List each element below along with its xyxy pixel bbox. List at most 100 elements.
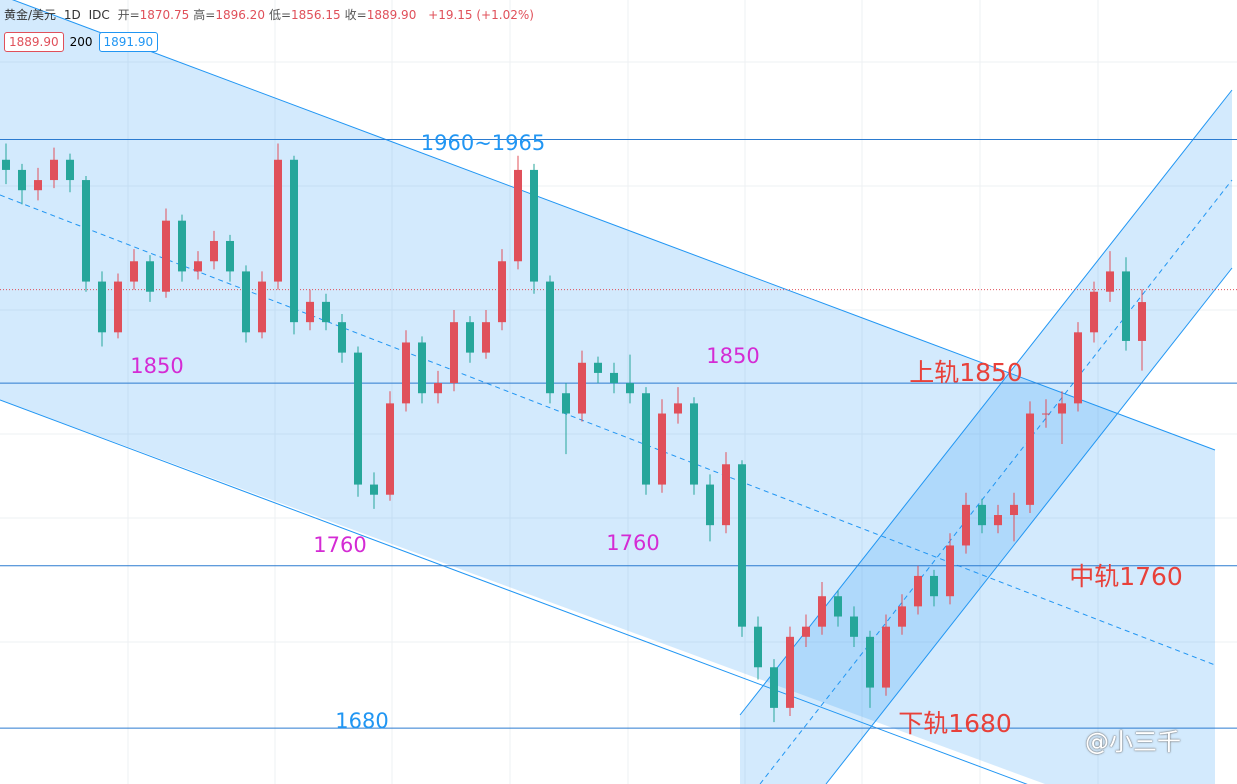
candle-body [594, 362, 602, 373]
candle-body [674, 403, 682, 414]
channel-mid-line [0, 194, 1216, 666]
candle-body [738, 464, 746, 627]
annotation: 1760 [313, 533, 367, 557]
interval: 1D [63, 8, 81, 22]
candle-body [1010, 504, 1018, 516]
annotation: 1760 [606, 531, 660, 555]
candle-body [1026, 413, 1034, 505]
candle-body [578, 362, 586, 414]
candle-body [706, 484, 714, 526]
ohlc-value: 1896.20 [215, 8, 265, 22]
candle-body [402, 342, 410, 404]
candle-body [530, 169, 538, 282]
candle-body [130, 261, 138, 282]
candle-body [162, 220, 170, 292]
candle-body [482, 322, 490, 353]
annotation: 1850 [130, 354, 184, 378]
ohlc-label: 收= [344, 8, 367, 22]
candle-body [914, 575, 922, 607]
candle-body [978, 504, 986, 526]
candle-body [722, 464, 730, 526]
candle-body [514, 169, 522, 262]
candle-body [338, 322, 346, 353]
candle-body [418, 342, 426, 394]
candle-body [754, 626, 762, 668]
candle-body [242, 271, 250, 333]
candle-body [498, 261, 506, 323]
candle-body [466, 322, 474, 353]
candle-body [882, 626, 890, 688]
candle-body [546, 281, 554, 394]
candle-body [146, 261, 154, 292]
candle-body [898, 606, 906, 627]
candle-body [34, 180, 42, 191]
candle-body [274, 159, 282, 282]
annotation: 1680 [335, 709, 389, 733]
watermark: @小三千 [1085, 728, 1181, 756]
candle-body [1074, 332, 1082, 404]
candle-body [98, 281, 106, 333]
candle-body [786, 636, 794, 708]
candle-body [834, 596, 842, 617]
candle-body [82, 180, 90, 282]
candle-body [866, 636, 874, 688]
change: +19.15 (+1.02%) [428, 8, 534, 22]
candle-body [818, 596, 826, 627]
candle-body [562, 393, 570, 414]
channel-mid-line [759, 179, 1233, 784]
ohlc: 开=1870.75 高=1896.20 低=1856.15 收=1889.90 [118, 8, 421, 22]
annotation: 1850 [706, 344, 760, 368]
ohlc-label: 开= [117, 8, 140, 22]
candle-body [1090, 291, 1098, 333]
annotation: 下轨1680 [898, 709, 1012, 738]
candle-body [370, 484, 378, 495]
channel-line [0, 399, 1028, 784]
ohlc-value: 1856.15 [291, 8, 341, 22]
candle-body [210, 240, 218, 262]
ohlc-label: 高= [193, 8, 216, 22]
marks [0, 138, 1237, 729]
candle-body [610, 372, 618, 384]
candle-body [930, 575, 938, 597]
candle-body [50, 159, 58, 181]
annotation: 1960~1965 [420, 131, 546, 155]
channel-line [11, 0, 1216, 451]
up-channel [740, 90, 1232, 784]
candle-body [66, 159, 74, 181]
ohlc-value: 1889.90 [366, 8, 417, 22]
candle-body [850, 616, 858, 637]
symbol: 黄金/美元 [4, 8, 57, 22]
candle-body [690, 403, 698, 485]
candle-body [1138, 302, 1146, 341]
annotation: 中轨1760 [1069, 562, 1183, 591]
candle-body [1058, 403, 1066, 414]
price-boxes: 1889.90 200 1891.90 [4, 32, 159, 52]
candle-body [178, 220, 186, 272]
candle-body [642, 393, 650, 485]
candle-body [1042, 413, 1050, 415]
candle-body [354, 352, 362, 485]
candle-body [962, 504, 970, 546]
candle-body [450, 322, 458, 384]
annotation: 上轨1850 [909, 358, 1023, 387]
ask[interactable]: 1891.90 [98, 32, 159, 52]
candle-body [946, 545, 954, 597]
candle-body [626, 383, 634, 394]
ohlc-value: 1870.75 [139, 8, 190, 22]
candle-body [258, 281, 266, 333]
candle-body [658, 413, 666, 485]
source: IDC [88, 8, 110, 22]
bid[interactable]: 1889.90 [4, 32, 64, 52]
candle-body [386, 403, 394, 495]
header: 黄金/美元 1D IDC 开=1870.75 高=1896.20 低=1856.15… [4, 6, 538, 23]
candle-body [770, 667, 778, 708]
candle-body [290, 159, 298, 323]
candle-body [114, 281, 122, 333]
candle-body [2, 159, 10, 170]
channel-line [825, 267, 1233, 784]
candle-body [802, 626, 810, 637]
candle-body [306, 301, 314, 323]
